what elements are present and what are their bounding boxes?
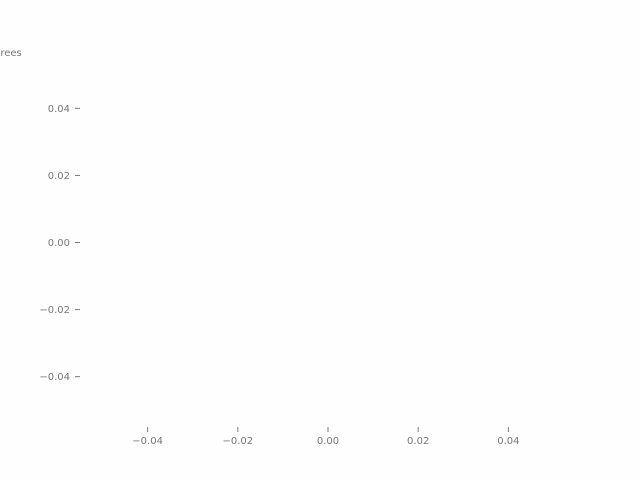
x-tick-label: 0.00	[317, 436, 339, 447]
y-tick-label: 0.04	[48, 104, 70, 115]
x-tick-label: −0.02	[222, 436, 253, 447]
y-tick-label: 0.00	[48, 238, 70, 249]
y-tick-label: −0.04	[39, 372, 70, 383]
x-tick-label: 0.04	[497, 436, 519, 447]
x-tick-label: −0.04	[132, 436, 163, 447]
y-axis: 0.04 0.02 0.00 −0.02 −0.04	[39, 104, 80, 383]
y-axis-label: grees	[0, 48, 22, 59]
y-tick-label: −0.02	[39, 305, 70, 316]
x-axis: −0.04 −0.02 0.00 0.02 0.04	[132, 427, 519, 447]
y-tick-label: 0.02	[48, 171, 70, 182]
x-tick-label: 0.02	[407, 436, 429, 447]
